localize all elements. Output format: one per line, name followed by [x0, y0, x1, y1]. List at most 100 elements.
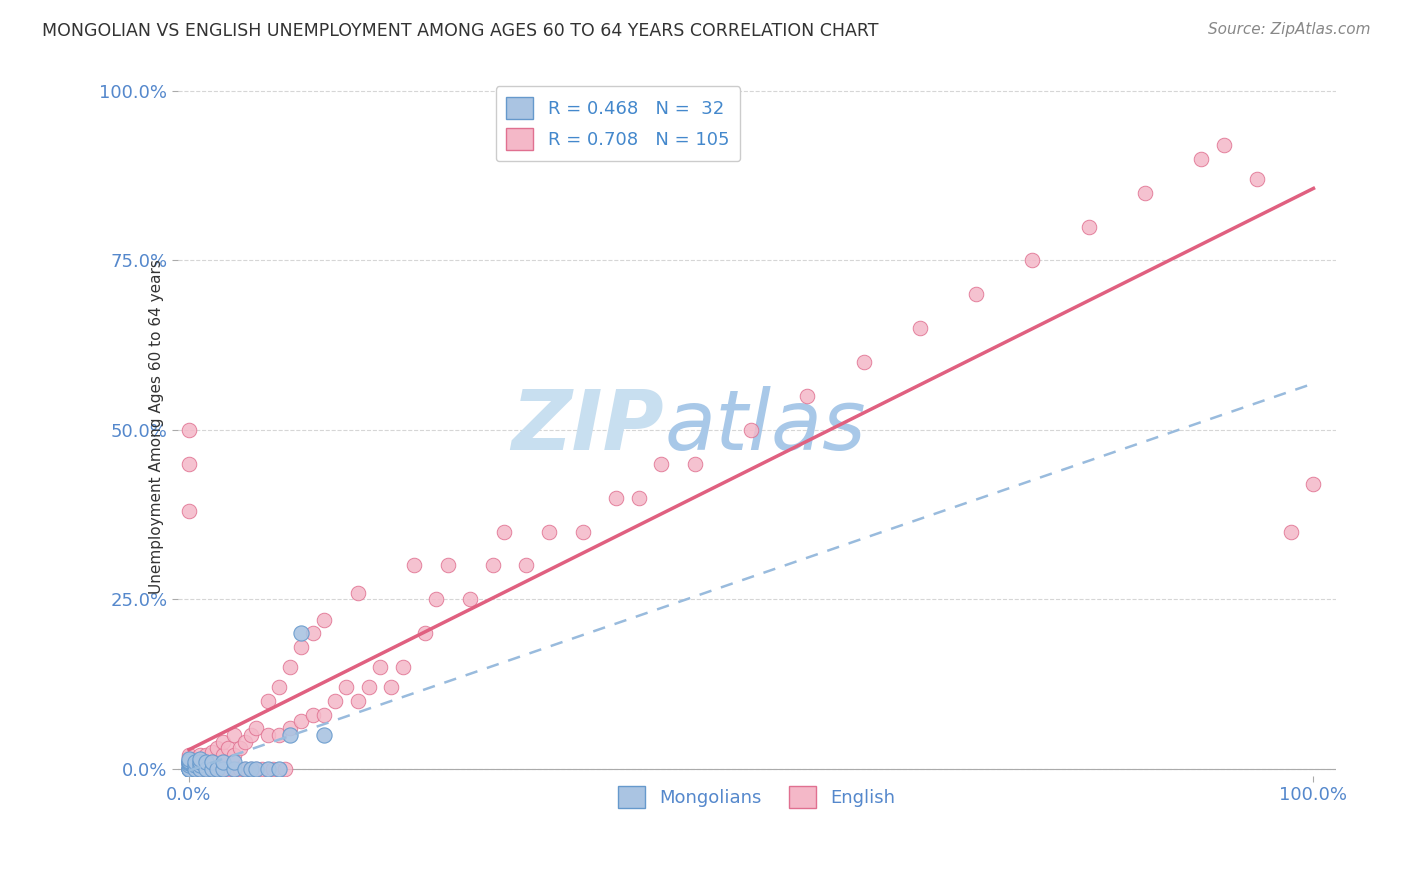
Point [1246, 172, 1268, 186]
Point [301, 626, 323, 640]
Point [194, 748, 217, 763]
Point [177, 762, 200, 776]
Point [188, 755, 211, 769]
Point [290, 714, 312, 729]
Point [177, 758, 200, 772]
Point [188, 758, 211, 772]
Point [183, 755, 205, 769]
Point [177, 504, 200, 518]
Point [177, 762, 200, 776]
Point [228, 762, 250, 776]
Point [188, 758, 211, 772]
Point [278, 728, 301, 742]
Point [267, 762, 290, 776]
Point [391, 660, 413, 674]
Point [194, 755, 217, 769]
Point [267, 681, 290, 695]
Point [211, 755, 233, 769]
Point [177, 762, 200, 776]
Point [1302, 477, 1324, 491]
Point [177, 457, 200, 471]
Point [211, 755, 233, 769]
Point [211, 734, 233, 748]
Point [200, 745, 222, 759]
Point [239, 762, 262, 776]
Point [346, 694, 368, 708]
Point [211, 748, 233, 763]
Point [222, 728, 245, 742]
Point [177, 762, 200, 776]
Point [183, 758, 205, 772]
Point [256, 762, 278, 776]
Point [965, 287, 987, 301]
Y-axis label: Unemployment Among Ages 60 to 64 years: Unemployment Among Ages 60 to 64 years [149, 259, 165, 594]
Point [177, 755, 200, 769]
Point [188, 762, 211, 776]
Point [205, 762, 228, 776]
Point [177, 756, 200, 771]
Point [357, 681, 380, 695]
Point [492, 524, 515, 539]
Point [852, 355, 875, 369]
Point [335, 681, 357, 695]
Point [908, 321, 931, 335]
Point [537, 524, 560, 539]
Point [194, 762, 217, 776]
Point [200, 755, 222, 769]
Point [1279, 524, 1302, 539]
Point [211, 762, 233, 776]
Point [650, 457, 672, 471]
Point [183, 758, 205, 772]
Point [200, 762, 222, 776]
Point [177, 748, 200, 763]
Point [228, 741, 250, 756]
Point [183, 762, 205, 776]
Point [183, 751, 205, 765]
Point [239, 762, 262, 776]
Point [1021, 253, 1043, 268]
Point [245, 762, 267, 776]
Point [188, 762, 211, 776]
Point [200, 755, 222, 769]
Point [194, 758, 217, 772]
Point [1133, 186, 1156, 200]
Point [323, 694, 346, 708]
Point [222, 755, 245, 769]
Point [177, 749, 200, 764]
Point [205, 741, 228, 756]
Point [740, 423, 762, 437]
Point [177, 762, 200, 776]
Point [278, 721, 301, 735]
Point [188, 756, 211, 771]
Point [177, 754, 200, 768]
Point [194, 755, 217, 769]
Point [177, 754, 200, 768]
Point [194, 762, 217, 776]
Point [1077, 219, 1099, 234]
Point [312, 707, 335, 722]
Point [217, 762, 239, 776]
Point [290, 640, 312, 654]
Point [380, 681, 402, 695]
Point [188, 762, 211, 776]
Point [402, 558, 425, 573]
Point [188, 754, 211, 768]
Point [368, 660, 391, 674]
Point [233, 762, 256, 776]
Point [796, 389, 818, 403]
Point [256, 728, 278, 742]
Point [200, 758, 222, 772]
Point [233, 734, 256, 748]
Point [183, 762, 205, 776]
Point [481, 558, 503, 573]
Point [183, 756, 205, 771]
Point [515, 558, 537, 573]
Text: MONGOLIAN VS ENGLISH UNEMPLOYMENT AMONG AGES 60 TO 64 YEARS CORRELATION CHART: MONGOLIAN VS ENGLISH UNEMPLOYMENT AMONG … [42, 22, 879, 40]
Point [436, 558, 458, 573]
Point [683, 457, 706, 471]
Point [183, 762, 205, 776]
Text: Source: ZipAtlas.com: Source: ZipAtlas.com [1208, 22, 1371, 37]
Point [177, 758, 200, 772]
Point [571, 524, 593, 539]
Point [413, 626, 436, 640]
